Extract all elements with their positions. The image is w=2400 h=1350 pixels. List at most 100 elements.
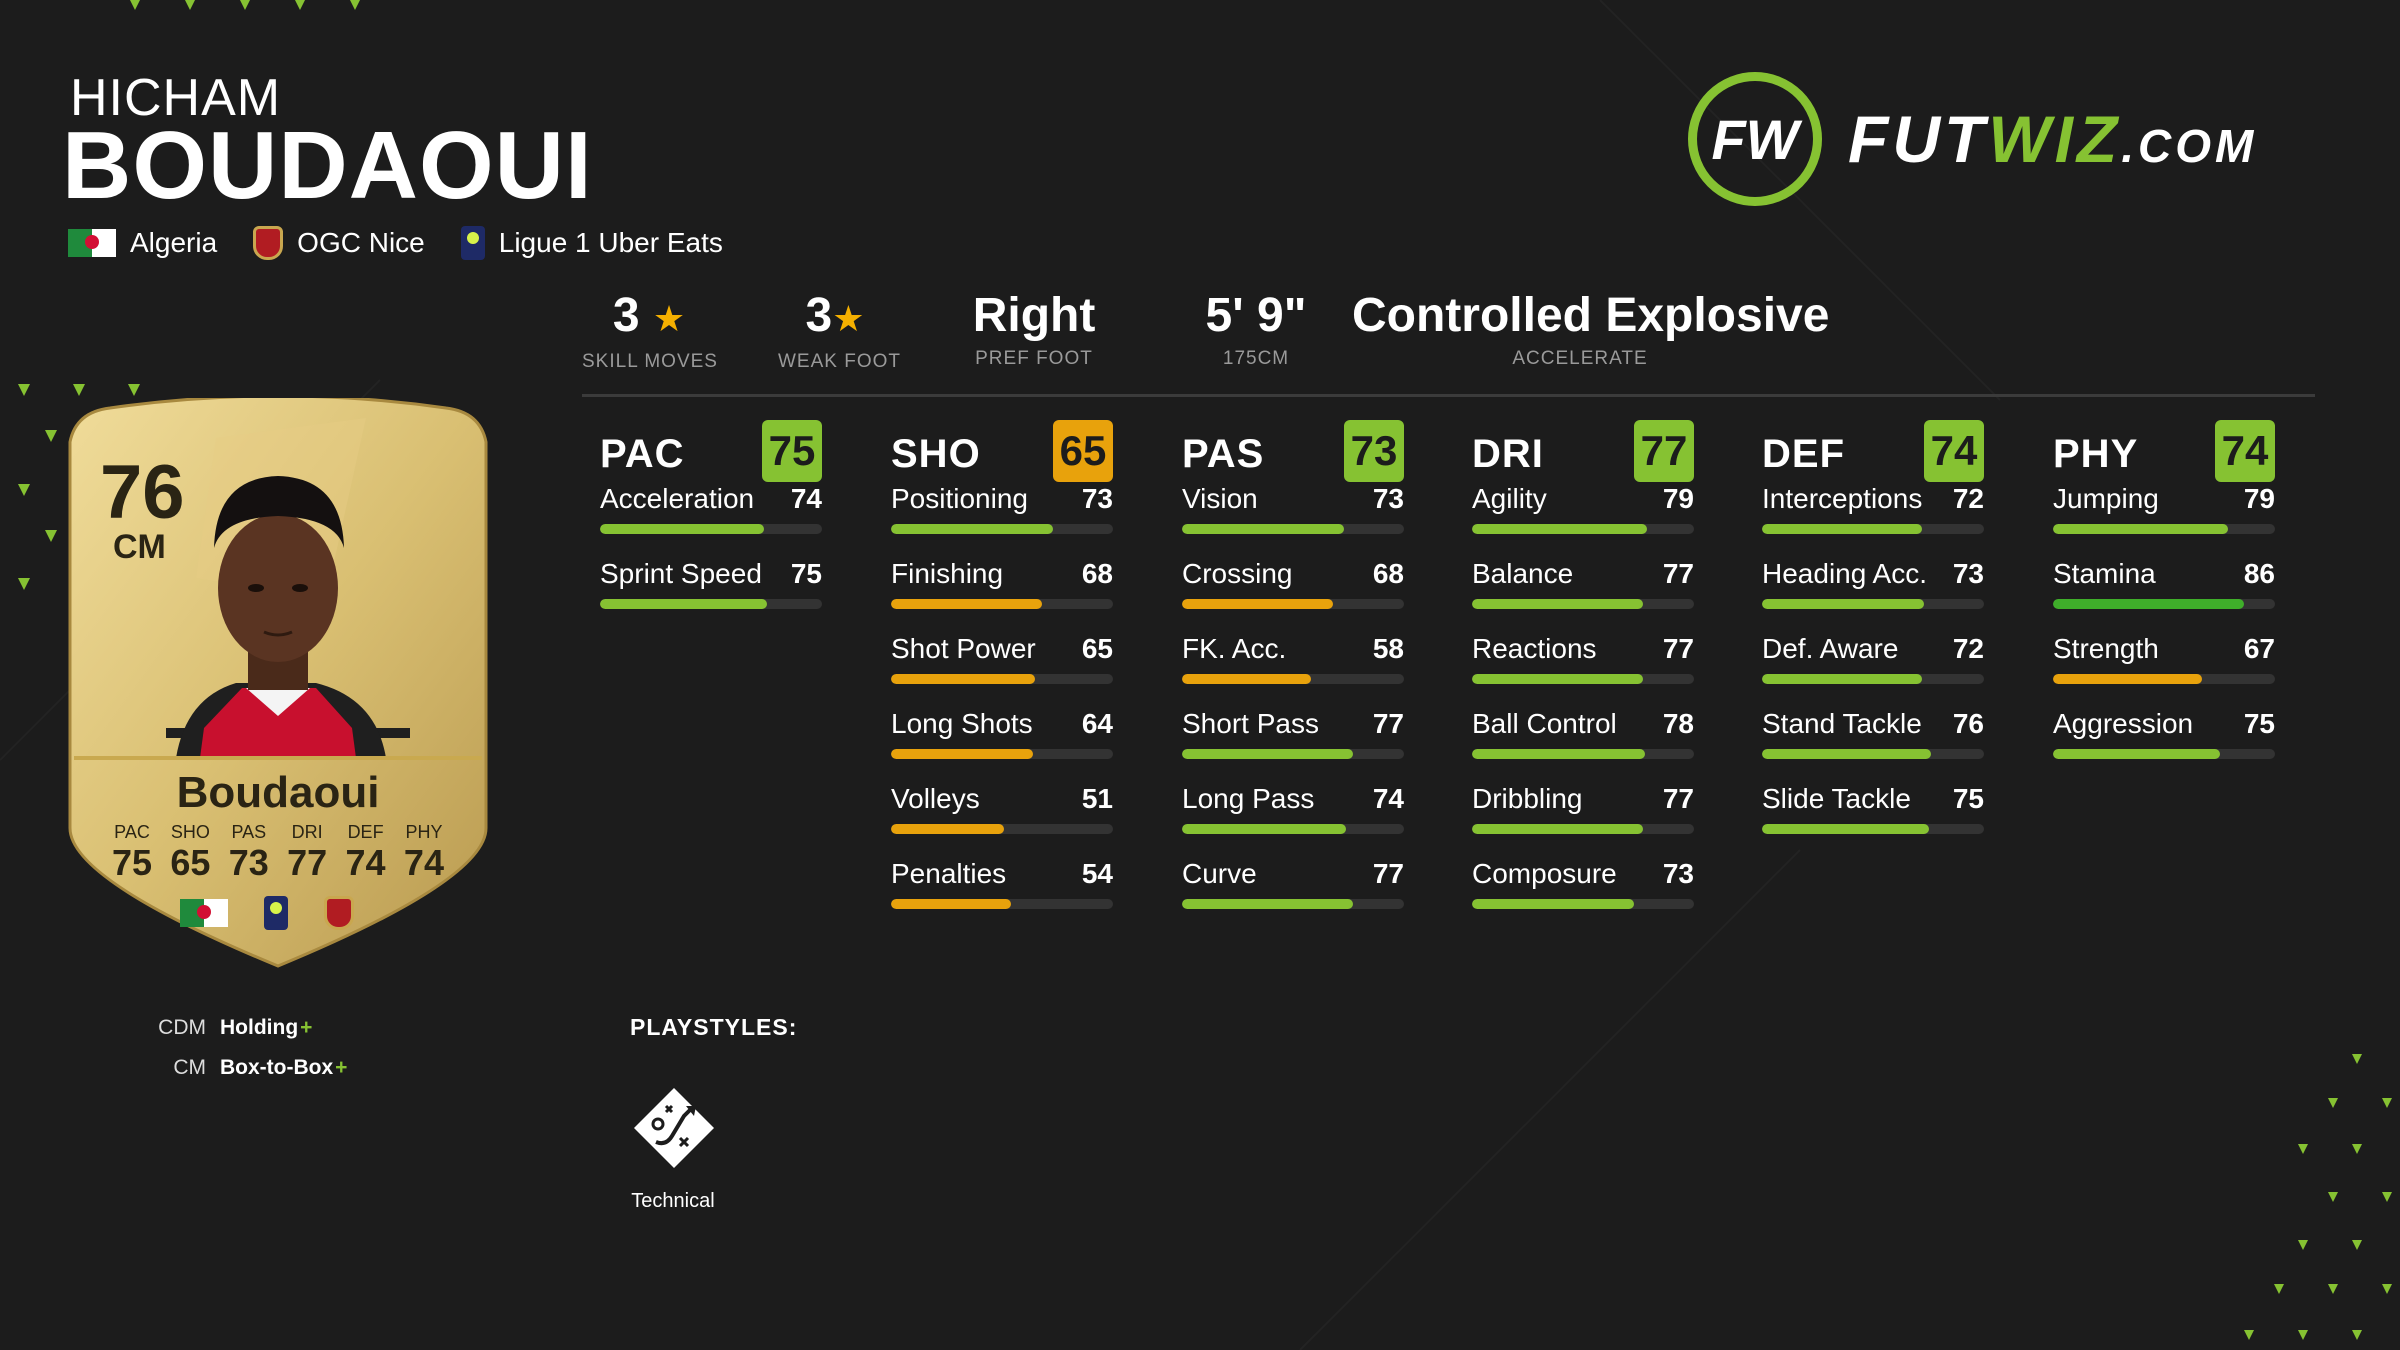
attribute-bar — [1182, 524, 1404, 534]
attribute-bar — [1472, 899, 1694, 909]
attribute-name: Dribbling — [1472, 783, 1583, 814]
attribute-row[interactable]: Stand Tackle 76 — [1762, 707, 1984, 782]
attribute-bar-fill — [600, 524, 765, 534]
attribute-value: 78 — [1662, 708, 1694, 739]
attribute-row[interactable]: Long Pass 74 — [1182, 782, 1404, 857]
pref-foot-label: PREF FOOT — [975, 348, 1093, 369]
category-rating-badge: 65 — [1053, 420, 1113, 482]
attribute-bar-fill — [1762, 599, 1925, 609]
club-link[interactable]: OGC Nice — [253, 226, 425, 260]
attribute-row[interactable]: Volleys 51 — [891, 782, 1113, 857]
attribute-row[interactable]: Crossing 68 — [1182, 557, 1404, 632]
attribute-value: 65 — [1081, 633, 1113, 664]
attribute-value: 73 — [1662, 858, 1694, 889]
attribute-row[interactable]: Short Pass 77 — [1182, 707, 1404, 782]
player-card[interactable] — [66, 398, 490, 968]
attribute-row[interactable]: Dribbling 77 — [1472, 782, 1694, 857]
attribute-bar-fill — [1182, 524, 1345, 534]
card-stat-pas: PAS 73 — [228, 822, 269, 883]
attribute-name: Composure — [1472, 858, 1617, 889]
attribute-value: 75 — [790, 558, 822, 589]
attribute-value: 58 — [1372, 633, 1404, 664]
attribute-row[interactable]: Acceleration 74 — [600, 482, 822, 557]
category-name: DEF — [1762, 432, 1845, 476]
attribute-row[interactable]: Vision 73 — [1182, 482, 1404, 557]
attribute-bar-fill — [1182, 899, 1353, 909]
attribute-row[interactable]: Def. Aware 72 — [1762, 632, 1984, 707]
attribute-value: 77 — [1662, 558, 1694, 589]
attribute-row[interactable]: Agility 79 — [1472, 482, 1694, 557]
playstyle-label: Technical — [631, 1190, 715, 1212]
attribute-row[interactable]: Slide Tackle 75 — [1762, 782, 1984, 857]
attribute-row[interactable]: Finishing 68 — [891, 557, 1113, 632]
attribute-row[interactable]: Strength 67 — [2053, 632, 2275, 707]
attribute-bar-fill — [1472, 824, 1643, 834]
attribute-row[interactable]: Heading Acc. 73 — [1762, 557, 1984, 632]
nation-link[interactable]: Algeria — [68, 227, 217, 259]
attribute-bar-fill — [2053, 749, 2220, 759]
card-badges — [180, 896, 354, 930]
attribute-bar — [2053, 524, 2275, 534]
attribute-row[interactable]: Reactions 77 — [1472, 632, 1694, 707]
player-photo — [166, 476, 410, 758]
pref-foot-value: Right — [972, 289, 1096, 342]
attribute-row[interactable]: Interceptions 72 — [1762, 482, 1984, 557]
league-link[interactable]: Ligue 1 Uber Eats — [460, 226, 723, 260]
attribute-bar-fill — [2053, 674, 2202, 684]
attribute-row[interactable]: Shot Power 65 — [891, 632, 1113, 707]
attribute-bar — [1182, 899, 1404, 909]
playstyles-title: PLAYSTYLES: — [630, 1014, 798, 1040]
attribute-name: Volleys — [891, 783, 980, 814]
attribute-row[interactable]: Balance 77 — [1472, 557, 1694, 632]
attribute-bar-fill — [1762, 824, 1929, 834]
club-name: OGC Nice — [297, 227, 425, 258]
attribute-row[interactable]: Aggression 75 — [2053, 707, 2275, 782]
attribute-bar — [891, 524, 1113, 534]
attribute-name: Slide Tackle — [1762, 783, 1911, 814]
attribute-bar-fill — [2053, 524, 2229, 534]
weak-foot-value: 3 — [805, 289, 833, 342]
futwiz-logo[interactable]: FW FUTWIZ.COM — [1688, 72, 2257, 206]
attribute-bar-fill — [1182, 599, 1333, 609]
attribute-name: Acceleration — [600, 483, 755, 514]
attribute-row[interactable]: Long Shots 64 — [891, 707, 1113, 782]
attribute-name: FK. Acc. — [1182, 633, 1287, 664]
attribute-row[interactable]: Jumping 79 — [2053, 482, 2275, 557]
attribute-row[interactable]: Composure 73 — [1472, 857, 1694, 932]
attribute-bar-fill — [891, 524, 1054, 534]
attribute-row[interactable]: Sprint Speed 75 — [600, 557, 822, 632]
attribute-bar — [891, 824, 1113, 834]
attribute-bar-fill — [1182, 824, 1347, 834]
nation-name: Algeria — [130, 227, 218, 258]
accelerate-label: ACCELERATE — [1512, 348, 1648, 369]
category-name: DRI — [1472, 432, 1544, 476]
league-logo-icon — [264, 896, 288, 930]
stats-divider — [582, 394, 2315, 397]
category-header: PHY 74 — [2053, 420, 2275, 482]
attribute-row[interactable]: Penalties 54 — [891, 857, 1113, 932]
attribute-row[interactable]: Stamina 86 — [2053, 557, 2275, 632]
card-stat-sho: SHO 65 — [170, 822, 211, 883]
stat-column-pac: PAC 75 Acceleration 74 Sprint Speed 75 — [600, 420, 822, 632]
attribute-bar — [891, 749, 1113, 759]
role-cdm[interactable]: CDM Holding+ — [140, 1008, 347, 1048]
attribute-bar-fill — [891, 899, 1011, 909]
attribute-value: 68 — [1372, 558, 1404, 589]
attribute-row[interactable]: Ball Control 78 — [1472, 707, 1694, 782]
player-first-name: HICHAM — [70, 69, 282, 127]
attribute-row[interactable]: Curve 77 — [1182, 857, 1404, 932]
role-name: Holding — [220, 1016, 299, 1039]
attribute-row[interactable]: Positioning 73 — [891, 482, 1113, 557]
technical-playstyle-icon[interactable] — [632, 1086, 716, 1170]
role-name: Box-to-Box — [220, 1056, 334, 1079]
role-cm[interactable]: CM Box-to-Box+ — [140, 1048, 347, 1088]
attribute-bar — [1182, 599, 1404, 609]
attribute-name: Interceptions — [1762, 483, 1923, 514]
attribute-row[interactable]: FK. Acc. 58 — [1182, 632, 1404, 707]
category-header: PAS 73 — [1182, 420, 1404, 482]
attribute-bar — [1182, 824, 1404, 834]
role-position: CM — [173, 1056, 206, 1079]
club-crest-icon — [253, 226, 284, 260]
skill-moves-label: SKILL MOVES — [582, 351, 718, 372]
attribute-bar — [1472, 524, 1694, 534]
